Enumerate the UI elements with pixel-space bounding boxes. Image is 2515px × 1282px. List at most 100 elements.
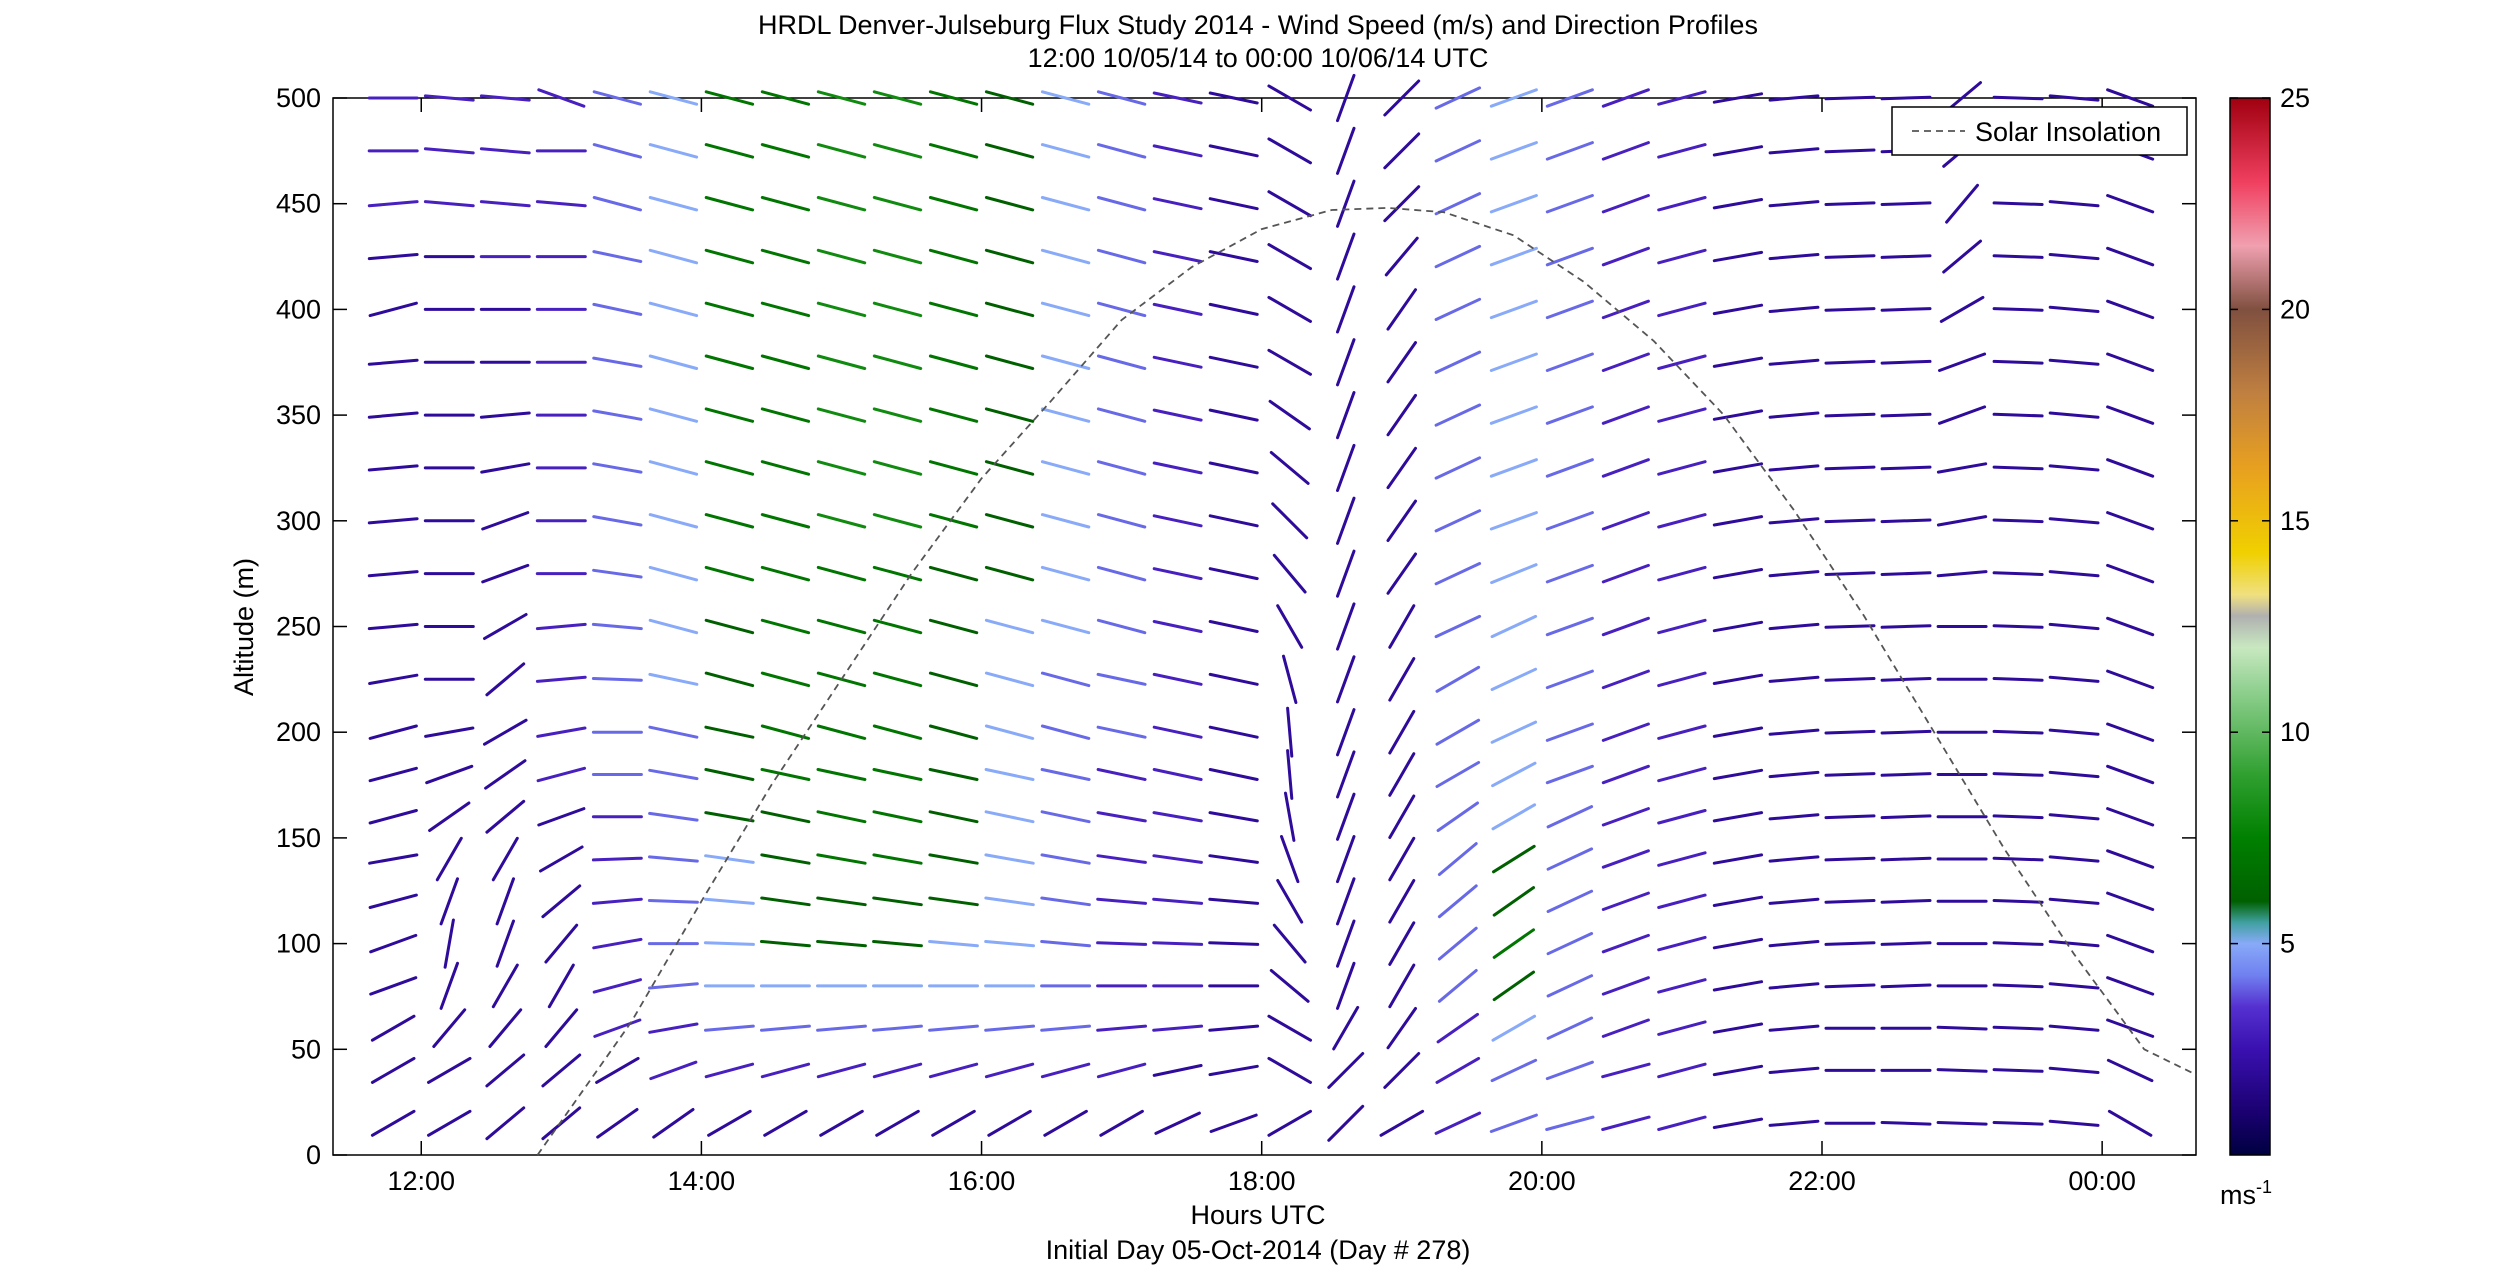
wind-vector xyxy=(928,896,979,907)
wind-vector xyxy=(592,196,642,212)
wind-vector xyxy=(423,94,475,102)
wind-vector xyxy=(928,724,979,740)
wind-vector xyxy=(1490,563,1538,585)
wind-vector xyxy=(1386,341,1417,384)
wind-vector xyxy=(1992,729,2044,735)
wind-vector xyxy=(1992,412,2044,418)
wind-vector xyxy=(1712,198,1764,210)
wind-vector xyxy=(1040,724,1091,740)
wind-vector xyxy=(2107,1109,2153,1137)
wind-vector xyxy=(1601,722,1650,742)
wind-vector xyxy=(2048,253,2100,261)
chart-subtitle: 12:00 10/05/14 to 00:00 10/06/14 UTC xyxy=(1028,43,1489,73)
wind-vector xyxy=(1546,847,1594,871)
wind-vector xyxy=(928,1024,979,1032)
wind-vector xyxy=(872,1024,923,1032)
wind-vector xyxy=(984,1062,1035,1079)
wind-vector xyxy=(1336,496,1356,545)
wind-vector xyxy=(1712,409,1764,421)
wind-vector xyxy=(2106,891,2155,911)
wind-vector xyxy=(1992,899,2044,904)
wind-vector xyxy=(1152,250,1203,263)
wind-vector xyxy=(367,622,419,631)
wind-vector xyxy=(760,196,811,212)
wind-vector xyxy=(1545,669,1594,690)
wind-vector xyxy=(1040,810,1091,824)
colorbar-tick-label: 20 xyxy=(2280,294,2310,324)
wind-vector xyxy=(1383,79,1421,117)
wind-vector xyxy=(535,675,587,683)
wind-vector xyxy=(2106,669,2155,690)
wind-vector xyxy=(479,411,531,419)
wind-vector xyxy=(369,933,418,954)
wind-vector xyxy=(1712,515,1764,527)
wind-vector xyxy=(1384,236,1419,277)
wind-vector xyxy=(704,811,755,823)
wind-vector xyxy=(2048,770,2100,779)
wind-vector xyxy=(760,513,811,529)
wind-vector xyxy=(1436,1012,1479,1044)
wind-vector xyxy=(760,768,811,781)
wind-vector xyxy=(1388,836,1416,882)
wind-vector xyxy=(1434,614,1482,639)
wind-vector xyxy=(1040,143,1091,159)
wind-vector xyxy=(1096,854,1147,864)
wind-vector xyxy=(816,354,867,370)
wind-vector xyxy=(1880,624,1932,629)
wind-vector xyxy=(2048,1066,2100,1074)
wind-vector xyxy=(1824,677,1876,682)
wind-vector xyxy=(435,836,463,882)
wind-vector xyxy=(1388,879,1416,924)
wind-vector xyxy=(704,1024,755,1032)
wind-vector xyxy=(1383,1052,1421,1089)
wind-vector xyxy=(1208,941,1260,946)
wind-vector xyxy=(760,143,811,159)
wind-vector xyxy=(2106,616,2155,637)
wind-vector xyxy=(648,460,699,476)
wind-vector xyxy=(480,462,531,474)
legend: Solar Insolation xyxy=(1891,106,2188,156)
wind-vector xyxy=(760,853,811,865)
wind-vector xyxy=(1388,752,1416,797)
wind-vector xyxy=(1434,350,1482,374)
wind-vector xyxy=(1388,794,1416,839)
wind-vector xyxy=(704,565,755,582)
wind-vector xyxy=(1434,86,1482,110)
wind-vector xyxy=(1768,147,1820,155)
wind-vector xyxy=(648,143,699,159)
wind-vector xyxy=(1096,897,1147,905)
colorbar-unit-base: ms xyxy=(2220,1180,2256,1210)
colorbar-unit-exponent: -1 xyxy=(2256,1177,2272,1197)
wind-vector xyxy=(1601,563,1650,584)
wind-vector xyxy=(1992,624,2044,629)
wind-vector xyxy=(367,200,419,208)
solar-insolation-line xyxy=(536,206,2197,1156)
wind-vector xyxy=(2106,88,2155,108)
wind-vector xyxy=(872,853,923,865)
wind-vector xyxy=(1152,620,1203,633)
wind-vector xyxy=(1332,1005,1360,1051)
wind-vector xyxy=(1601,299,1650,320)
wind-vector xyxy=(928,810,979,824)
wind-vector xyxy=(1096,768,1147,781)
wind-vector xyxy=(648,672,699,686)
wind-vector xyxy=(872,724,923,740)
wind-vector xyxy=(2048,1119,2100,1127)
wind-vector xyxy=(1272,553,1307,594)
wind-vector xyxy=(2106,807,2155,827)
wind-vector xyxy=(1268,399,1311,431)
wind-vector xyxy=(484,759,527,790)
wind-vector xyxy=(1601,194,1650,214)
wind-vector xyxy=(1545,458,1594,478)
wind-vector xyxy=(928,940,979,948)
wind-vector xyxy=(1208,91,1259,105)
wind-vector xyxy=(1208,144,1259,158)
x-axis-sublabel: Initial Day 05-Oct-2014 (Day # 278) xyxy=(1046,1235,1471,1265)
wind-vector xyxy=(1768,200,1820,208)
wind-vector xyxy=(1040,301,1091,318)
wind-vector xyxy=(1327,1104,1365,1142)
y-tick-label: 500 xyxy=(276,83,321,113)
wind-vector xyxy=(928,618,979,635)
wind-vector xyxy=(2106,511,2155,531)
wind-vector xyxy=(984,724,1035,740)
